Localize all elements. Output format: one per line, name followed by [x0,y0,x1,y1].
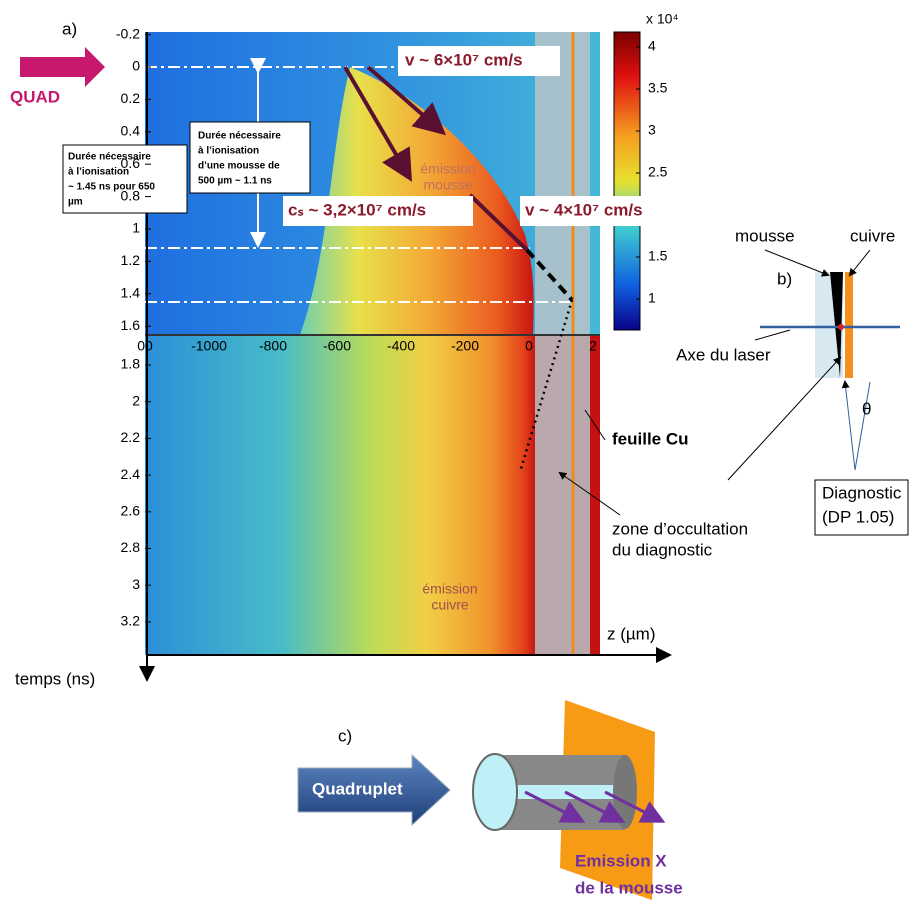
panel-label: a) [62,19,77,38]
ionisation-note: d’une mousse de [198,161,280,172]
y-tick-label: 1.4 [121,285,141,301]
x-tick-label: 2 [589,338,597,354]
y-tick-label: 2 [132,392,140,408]
y-tick-label: 2.8 [121,539,141,555]
angle-label: θ [862,399,871,418]
emission-label: émission [422,581,477,597]
emission-label: cuivre [431,597,469,613]
x-tick-label: -600 [323,338,351,354]
x-axis-label: z (µm) [607,624,656,643]
y-tick-label: 0.2 [121,90,141,106]
ionisation-note: Durée nécessaire [68,152,151,163]
ionisation-note: à l’ionisation [68,167,129,178]
beam-label: Quadruplet [312,779,403,798]
y-tick-label: 1.6 [121,317,141,333]
occultation-label: du diagnostic [612,540,713,559]
y-tick-label: 3.2 [121,613,141,629]
emission-label: de la mousse [575,878,683,897]
ionisation-note: Durée nécessaire [198,131,281,142]
x-tick-label: -800 [259,338,287,354]
foam-label: mousse [735,226,795,245]
y-tick-label: 2.4 [121,466,141,482]
y-axis-label: temps (ns) [15,669,95,688]
x-tick-label: 0 [525,338,533,354]
diagnostic-label: Diagnostic [822,483,902,502]
y-tick-label: 0.4 [121,123,141,139]
colorbar-tick-label: 2.5 [648,164,668,180]
x-tick-label: -200 [451,338,479,354]
y-tick-label: 1.2 [121,252,141,268]
laser-axis-label: Axe du laser [676,345,771,364]
setup-schematic [297,700,666,900]
ionisation-note: 500 µm ~ 1.1 ns [198,176,272,187]
copper-label: cuivre [850,226,895,245]
foil-label: feuille Cu [612,429,689,448]
ionisation-note: ~ 1.45 ns pour 650 [68,182,155,193]
colorbar-tick-label: 3.5 [648,80,668,96]
y-tick-label: 2.2 [121,429,141,445]
panel-label: b) [777,269,792,288]
colorbar-tick-label: 1.5 [648,248,668,264]
beam-label: QUAD [10,87,60,106]
x-tick-label: 00 [137,338,153,354]
ionisation-note: µm [68,197,83,208]
colorbar-exponent: x 10⁴ [646,11,678,27]
occultation-label: zone d’occultation [612,519,748,538]
diagnostic-label: (DP 1.05) [822,507,894,526]
streak-image [20,31,672,682]
ionisation-note: à l’ionisation [198,146,259,157]
target-schematic [727,249,909,536]
y-tick-label: 0.6 [121,155,141,171]
x-tick-label: -1000 [191,338,227,354]
y-tick-label: 1 [132,220,140,236]
emission-label: mousse [423,177,472,193]
colorbar-tick-label: 1 [648,290,656,306]
y-tick-label: 1.8 [121,356,141,372]
x-tick-label: -400 [387,338,415,354]
y-tick-label: 0 [132,58,140,74]
y-tick-label: 2.6 [121,503,141,519]
sound-speed-label: cₛ ~ 3,2×10⁷ cm/s [288,200,426,219]
velocity-label: v ~ 6×10⁷ cm/s [405,50,523,69]
y-tick-label: -0.2 [116,25,140,41]
y-tick-label: 0.8 [121,187,141,203]
emission-label: Emission X [575,851,667,870]
colorbar-tick-label: 3 [648,122,656,138]
emission-label: émission [420,161,475,177]
y-tick-label: 3 [132,576,140,592]
velocity-label: v ~ 4×10⁷ cm/s [525,200,643,219]
colorbar-tick-label: 4 [648,38,656,54]
panel-label: c) [338,726,352,745]
